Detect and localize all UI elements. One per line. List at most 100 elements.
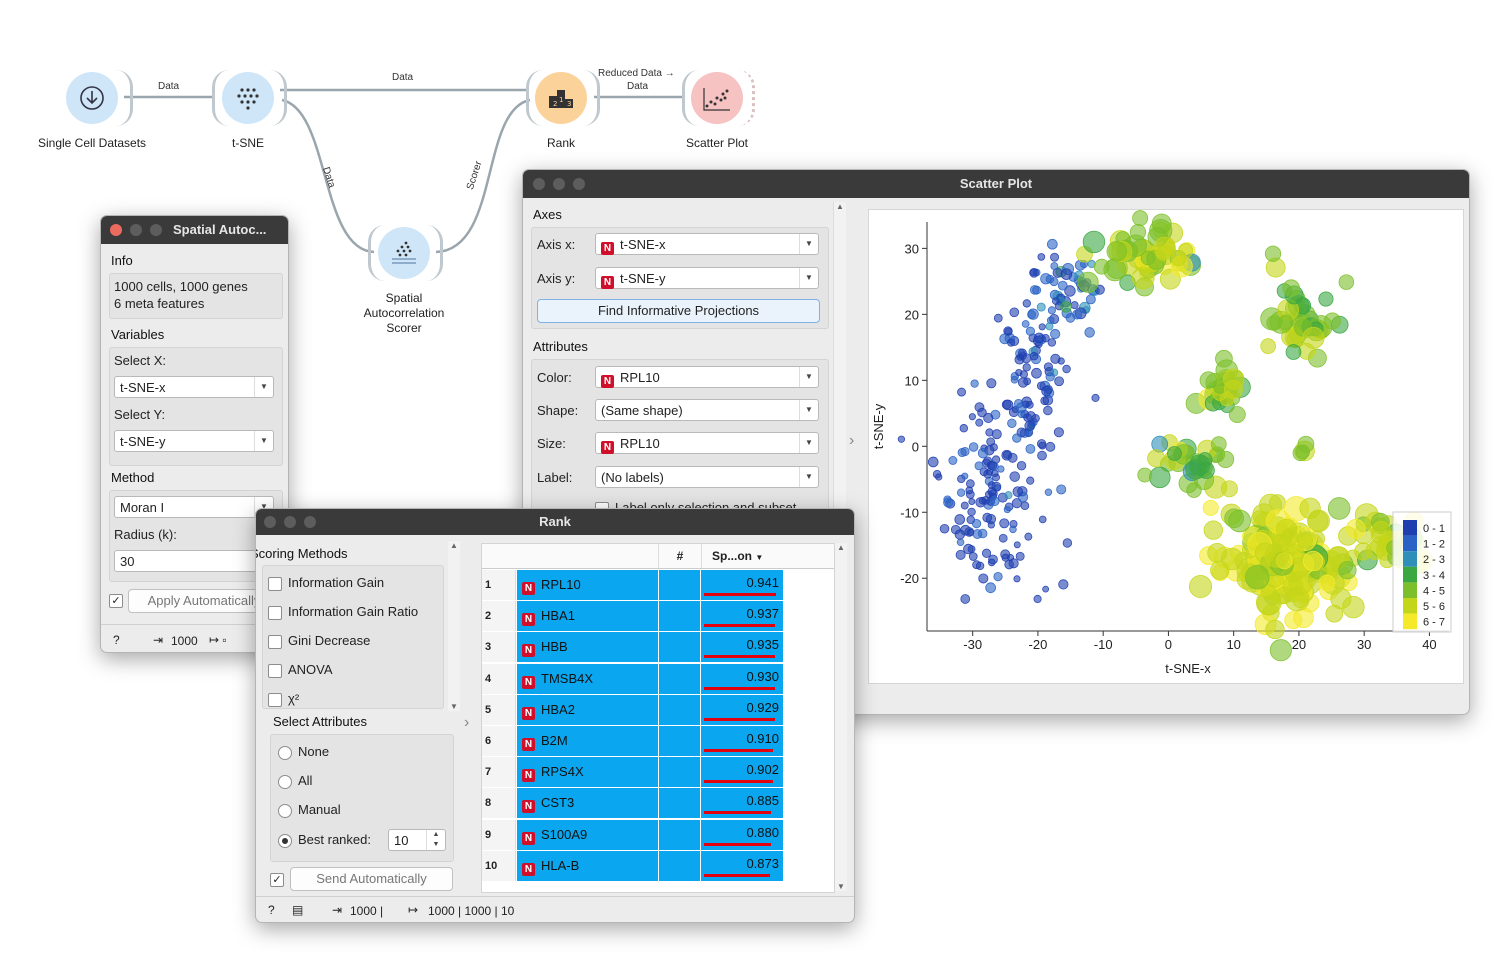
minimize-button[interactable] xyxy=(284,516,296,528)
select-option-radio[interactable] xyxy=(278,804,292,818)
table-row[interactable]: 10 N HLA-B 0.873 xyxy=(482,850,834,881)
radius-input[interactable]: 30 xyxy=(114,550,274,572)
spinner-arrows-icon[interactable]: ▲ ▼ xyxy=(426,830,445,850)
table-row[interactable]: 7 N RPS4X 0.902 xyxy=(482,757,834,788)
output-port[interactable] xyxy=(426,225,443,281)
select-option-radio[interactable] xyxy=(278,775,292,789)
zoom-button[interactable] xyxy=(573,178,585,190)
data-point xyxy=(1016,461,1027,471)
find-informative-projections-button[interactable]: Find Informative Projections xyxy=(537,299,820,323)
data-point xyxy=(1084,327,1095,338)
scoring-method-checkbox[interactable] xyxy=(268,693,282,707)
table-row[interactable]: 6 N B2M 0.910 xyxy=(482,726,834,756)
scatter-plot-node[interactable] xyxy=(691,72,743,124)
scoring-method-checkbox[interactable] xyxy=(268,635,282,649)
method-combo[interactable]: Moran I ▼ xyxy=(114,496,274,518)
zoom-button[interactable] xyxy=(304,516,316,528)
collapse-panel-icon[interactable]: › xyxy=(849,432,855,449)
hash-cell[interactable] xyxy=(659,694,700,725)
input-port[interactable] xyxy=(682,70,699,126)
hash-cell[interactable] xyxy=(659,632,700,663)
input-port[interactable] xyxy=(526,70,543,126)
zoom-button[interactable] xyxy=(150,224,162,236)
attribute-cell[interactable]: N S100A9 xyxy=(517,819,658,850)
table-row[interactable]: 3 N HBB 0.935 xyxy=(482,632,834,663)
minimize-button[interactable] xyxy=(130,224,142,236)
attribute-cell[interactable]: N HLA-B xyxy=(517,850,658,881)
send-automatically-button[interactable]: Send Automatically xyxy=(290,867,453,891)
close-button[interactable] xyxy=(110,224,122,236)
report-icon[interactable]: ▤ xyxy=(292,903,304,917)
controls-scrollbar[interactable]: ▲ xyxy=(833,202,846,532)
best-ranked-spinner[interactable]: 10 ▲ ▼ xyxy=(388,829,446,851)
close-button[interactable] xyxy=(533,178,545,190)
scoring-method-checkbox[interactable] xyxy=(268,606,282,620)
attribute-cell[interactable]: N TMSB4X xyxy=(517,663,658,694)
scoring-method-checkbox[interactable] xyxy=(268,664,282,678)
shape-combo[interactable]: (Same shape) ▼ xyxy=(595,399,819,421)
data-point xyxy=(1002,399,1014,411)
attribute-cell[interactable]: N CST3 xyxy=(517,788,658,819)
data-point xyxy=(1013,541,1021,549)
input-port[interactable] xyxy=(368,225,385,281)
hash-cell[interactable] xyxy=(659,788,700,819)
help-icon[interactable]: ? xyxy=(268,903,275,917)
output-port[interactable] xyxy=(116,70,133,126)
table-row[interactable]: 5 N HBA2 0.929 xyxy=(482,694,834,725)
data-point xyxy=(1307,509,1330,533)
x-tick-label: 30 xyxy=(1357,637,1371,652)
x-tick-label: 40 xyxy=(1422,637,1436,652)
x-tick-label: -10 xyxy=(1094,637,1113,652)
scoring-method-checkbox[interactable] xyxy=(268,577,282,591)
attribute-cell[interactable]: N HBA1 xyxy=(517,601,658,632)
send-automatically-checkbox[interactable]: ✓ xyxy=(270,873,284,887)
plot-area[interactable]: -30 -20 -10 0 10 20 30 40 -20 -10 0 10 20 30 t-SNE-x t-… xyxy=(868,209,1464,684)
minimize-button[interactable] xyxy=(553,178,565,190)
attribute-cell[interactable]: N HBB xyxy=(517,632,658,663)
table-scrollbar[interactable]: ▲ ▼ xyxy=(835,543,847,891)
hash-cell[interactable] xyxy=(659,570,700,600)
attribute-cell[interactable]: N RPS4X xyxy=(517,757,658,788)
select-option-radio[interactable] xyxy=(278,834,292,848)
size-combo[interactable]: N RPL10 ▼ xyxy=(595,432,819,454)
color-combo[interactable]: N RPL10 ▼ xyxy=(595,366,819,388)
column-header-hash[interactable]: # xyxy=(658,544,702,568)
table-row[interactable]: 4 N TMSB4X 0.930 xyxy=(482,663,834,694)
table-row[interactable]: 1 N RPL10 0.941 xyxy=(482,570,834,600)
scatter-chart[interactable]: -30 -20 -10 0 10 20 30 40 -20 -10 0 10 20 30 t-SNE-x t-… xyxy=(869,210,1463,683)
numeric-badge-icon: N xyxy=(522,613,535,627)
attribute-cell[interactable]: N HBA2 xyxy=(517,694,658,725)
data-point xyxy=(1203,520,1223,540)
label-combo[interactable]: (No labels) ▼ xyxy=(595,466,819,488)
hash-cell[interactable] xyxy=(659,757,700,788)
expand-panel-icon[interactable]: › xyxy=(464,714,470,731)
hash-cell[interactable] xyxy=(659,601,700,632)
hash-cell[interactable] xyxy=(659,819,700,850)
methods-scrollbar[interactable]: ▲ ▼ xyxy=(448,541,460,711)
attribute-cell[interactable]: N RPL10 xyxy=(517,570,658,600)
output-port[interactable] xyxy=(738,70,755,126)
spatial-autocorrelation-node[interactable] xyxy=(378,227,430,279)
single-cell-datasets-node[interactable] xyxy=(66,72,118,124)
table-row[interactable]: 2 N HBA1 0.937 xyxy=(482,601,834,632)
tsne-node[interactable] xyxy=(222,72,274,124)
close-button[interactable] xyxy=(264,516,276,528)
table-row[interactable]: 9 N S100A9 0.880 xyxy=(482,819,834,850)
output-port[interactable] xyxy=(270,70,287,126)
hash-cell[interactable] xyxy=(659,726,700,756)
select-y-combo[interactable]: t-SNE-y ▼ xyxy=(114,430,274,452)
input-port[interactable] xyxy=(212,70,229,126)
hash-cell[interactable] xyxy=(659,663,700,694)
apply-automatically-checkbox[interactable]: ✓ xyxy=(109,594,123,608)
table-row[interactable]: 8 N CST3 0.885 xyxy=(482,788,834,819)
select-option-radio[interactable] xyxy=(278,746,292,760)
attribute-cell[interactable]: N B2M xyxy=(517,726,658,756)
output-port[interactable] xyxy=(583,70,600,126)
select-x-combo[interactable]: t-SNE-x ▼ xyxy=(114,376,274,398)
column-header-score[interactable]: Sp...on ▼ xyxy=(712,544,782,568)
help-icon[interactable]: ? xyxy=(113,633,120,647)
hash-cell[interactable] xyxy=(659,850,700,881)
